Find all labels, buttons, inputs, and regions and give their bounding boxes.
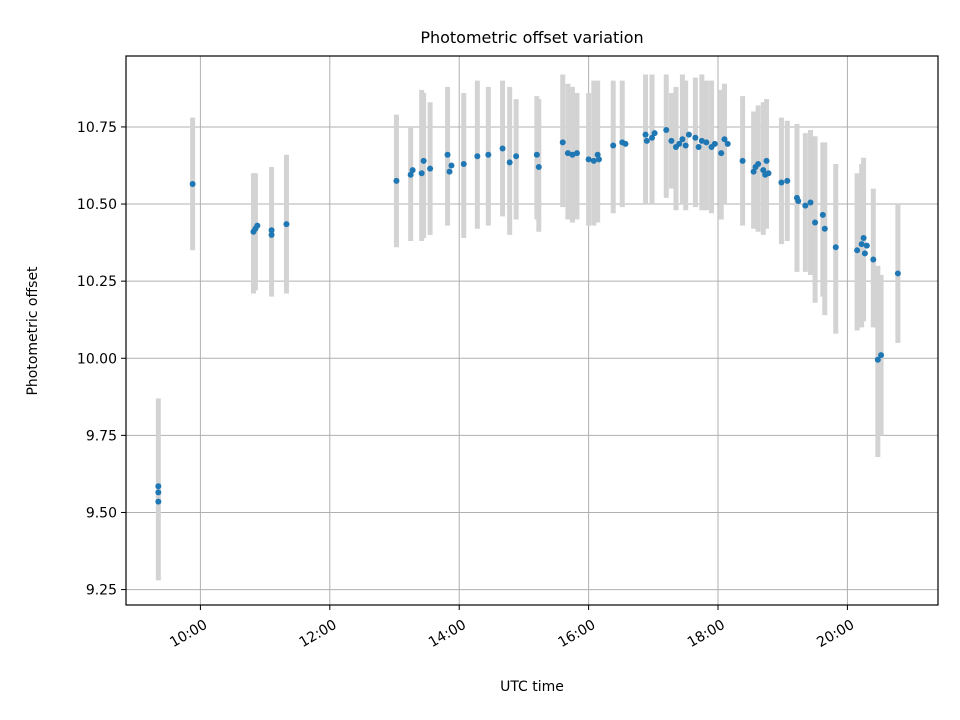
- data-point: [499, 145, 506, 152]
- data-point: [663, 127, 670, 134]
- data-point: [485, 151, 492, 158]
- data-point: [760, 167, 767, 174]
- data-point: [444, 151, 451, 158]
- data-point: [784, 177, 791, 184]
- data-point: [595, 156, 602, 163]
- data-point: [870, 256, 877, 263]
- data-point: [739, 157, 746, 164]
- data-point: [268, 227, 275, 234]
- y-tick-label: 9.25: [86, 583, 117, 599]
- data-point: [861, 250, 868, 257]
- data-point: [569, 151, 576, 158]
- data-point: [643, 137, 650, 144]
- data-point: [778, 179, 785, 186]
- y-axis-label: Photometric offset: [25, 266, 41, 396]
- data-point: [189, 180, 196, 187]
- data-point: [718, 150, 725, 157]
- y-tick-label: 10.75: [77, 120, 117, 136]
- data-point: [268, 231, 275, 238]
- data-point: [283, 221, 290, 228]
- data-point: [535, 164, 542, 171]
- data-point: [863, 242, 870, 249]
- data-point: [622, 140, 629, 147]
- data-point: [409, 167, 416, 174]
- data-point: [755, 160, 762, 167]
- data-point: [559, 139, 566, 146]
- data-point: [418, 170, 425, 177]
- data-point: [721, 136, 728, 143]
- grid: [126, 56, 938, 605]
- data-point: [802, 202, 809, 209]
- data-point: [506, 159, 513, 166]
- data-point: [763, 157, 770, 164]
- data-point: [858, 241, 865, 248]
- data-point: [407, 171, 414, 178]
- data-point: [711, 140, 718, 147]
- y-tick-label: 9.75: [86, 428, 117, 444]
- y-tick-label: 10.25: [77, 274, 117, 290]
- data-point: [474, 153, 481, 160]
- data-point: [765, 170, 772, 177]
- y-tick-label: 10.50: [77, 197, 117, 213]
- data-point: [446, 168, 453, 175]
- data-point: [682, 142, 689, 149]
- data-point: [703, 139, 710, 146]
- data-point: [533, 151, 540, 158]
- data-point: [692, 134, 699, 141]
- data-point: [807, 199, 814, 206]
- data-point: [460, 160, 467, 167]
- data-point: [698, 137, 705, 144]
- data-point: [420, 157, 427, 164]
- chart-title: Photometric offset variation: [420, 28, 643, 47]
- data-point: [750, 168, 757, 175]
- data-point: [254, 222, 261, 229]
- plot-frame: [125, 55, 939, 606]
- data-point: [676, 140, 683, 147]
- data-point: [894, 270, 901, 277]
- data-point: [878, 352, 885, 359]
- data-point: [860, 234, 867, 241]
- data-point: [427, 165, 434, 172]
- data-point: [155, 498, 162, 505]
- data-point: [812, 219, 819, 226]
- data-point: [513, 153, 520, 160]
- data-point: [585, 156, 592, 163]
- data-point: [651, 130, 658, 137]
- y-axis-ticks: 9.25 9.50 9.75 10.00 10.25 10.50 10.75: [77, 120, 126, 599]
- data-point: [832, 244, 839, 251]
- data-point: [668, 137, 675, 144]
- data-point: [854, 247, 861, 254]
- data-point: [649, 134, 656, 141]
- data-point: [594, 151, 601, 158]
- data-point: [573, 150, 580, 157]
- data-point: [642, 131, 649, 138]
- x-axis-label: UTC time: [500, 679, 564, 695]
- y-tick-label: 9.50: [86, 505, 117, 521]
- data-point: [155, 489, 162, 496]
- data-point: [590, 157, 597, 164]
- data-point: [819, 211, 826, 218]
- data-point: [695, 143, 702, 150]
- data-point: [393, 177, 400, 184]
- data-point: [874, 356, 881, 363]
- data-point: [821, 225, 828, 232]
- data-point: [610, 142, 617, 149]
- data-point: [795, 197, 802, 204]
- data-point: [685, 131, 692, 138]
- data-points: [155, 127, 901, 505]
- y-tick-label: 10.00: [77, 351, 117, 367]
- data-point: [724, 140, 731, 147]
- data-point: [448, 162, 455, 169]
- data-point: [564, 150, 571, 157]
- data-point: [155, 483, 162, 490]
- data-point: [679, 136, 686, 143]
